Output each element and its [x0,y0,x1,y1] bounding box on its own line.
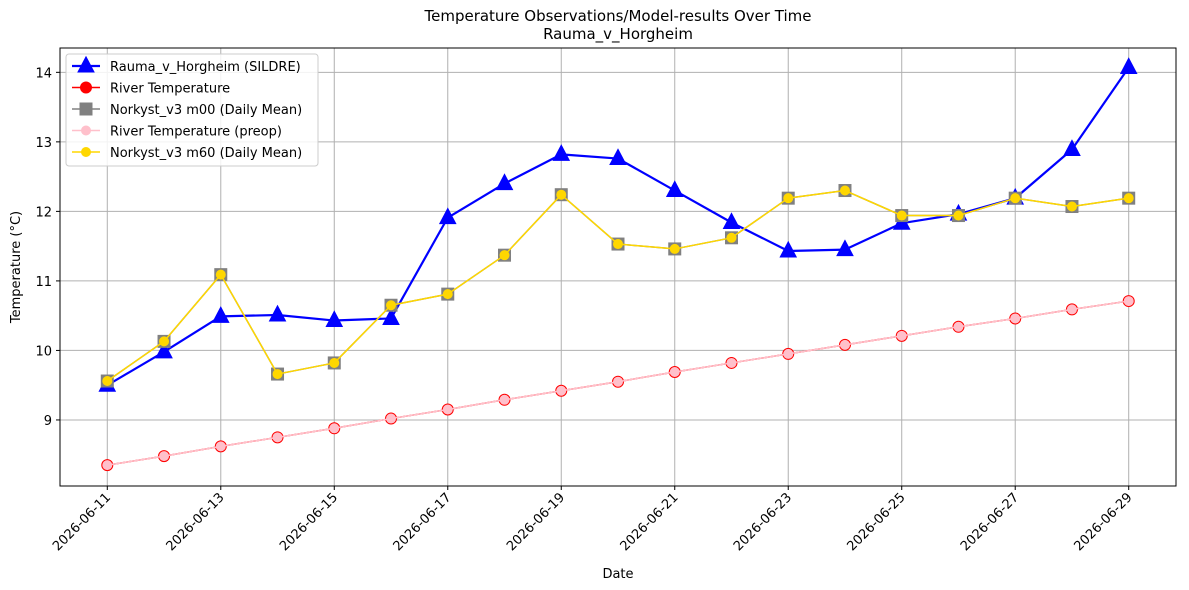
legend-label: Norkyst_v3 m00 (Daily Mean) [110,103,302,118]
data-point [499,394,510,405]
legend-box [65,53,319,167]
data-point [268,304,287,322]
plot-area-frame [59,47,1177,487]
legend: Rauma_v_Horgheim (SILDRE) River Temperatu… [65,53,319,167]
data-point [552,144,571,161]
data-point [722,212,741,230]
legend-item: Norkyst_v3 m60 (Daily Mean) [72,146,302,161]
data-point [438,207,457,225]
data-point [556,385,567,396]
data-point [1010,193,1021,204]
data-point [159,336,170,347]
data-point [272,432,283,443]
data-point [783,193,794,204]
y-axis-label: Temperature (°C) [9,211,24,324]
data-point [382,308,400,325]
legend-label: Rauma_v_Horgheim (SILDRE) [110,60,301,75]
data-point [102,460,113,471]
legend-label: River Temperature (preop) [110,125,282,140]
data-point [779,240,798,258]
data-point [783,348,794,359]
data-point [896,210,907,221]
y-tick-label: 9 [44,414,52,429]
legend-item: Rauma_v_Horgheim (SILDRE) [72,55,301,75]
data-point [159,451,170,462]
y-tick-label: 13 [35,136,52,151]
data-point [1066,201,1077,212]
legend-marker [81,125,91,136]
y-tick-label: 10 [35,344,52,359]
y-axis-ticks: 9 10 11 12 13 14 [35,66,60,429]
data-point [386,413,397,424]
data-point [325,310,344,328]
data-point [726,357,737,368]
data-point [442,404,453,415]
legend-marker [79,102,93,116]
y-tick-label: 14 [35,66,52,81]
series-5 [102,185,1134,387]
data-point [839,339,850,350]
legend-marker [81,147,91,157]
data-point [329,423,340,434]
data-point [665,180,684,198]
y-tick-label: 11 [35,275,52,290]
data-point [953,210,964,221]
series-group [98,57,1138,472]
legend-marker [80,81,92,94]
data-point [953,321,964,332]
data-point [669,366,680,377]
chart-title: Temperature Observations/Model-results O… [423,7,811,25]
legend-item: Norkyst_v3 m00 (Daily Mean) [72,102,302,118]
data-point [1119,57,1138,74]
data-point [499,250,510,261]
data-point [896,330,907,341]
y-tick-label: 12 [35,205,52,220]
legend-item: River Temperature (preop) [72,125,282,140]
data-point [613,376,623,387]
data-point [839,185,850,196]
series-4 [102,296,1134,471]
legend-item: River Temperature [72,81,230,97]
data-point [272,369,283,380]
data-point [329,357,340,368]
data-point [102,376,113,387]
data-point [556,189,567,200]
data-point [495,173,514,191]
data-point [836,239,854,257]
data-point [613,239,623,250]
x-axis-label: Date [602,567,633,582]
data-point [155,341,173,359]
data-point [1063,139,1081,157]
data-point [669,243,680,254]
data-point [386,300,397,311]
data-point [1010,313,1021,324]
data-point [215,441,226,452]
data-point [211,306,230,323]
chart-subtitle: Rauma_v_Horgheim [543,25,693,44]
data-point [726,232,737,243]
data-point [1123,193,1134,204]
data-point [215,269,226,280]
data-point [1066,304,1077,315]
data-point [1123,296,1134,307]
legend-label: River Temperature [110,82,230,97]
legend-label: Norkyst_v3 m60 (Daily Mean) [110,146,302,161]
data-point [442,289,453,300]
legend-marker [77,55,95,73]
data-point [609,148,627,166]
